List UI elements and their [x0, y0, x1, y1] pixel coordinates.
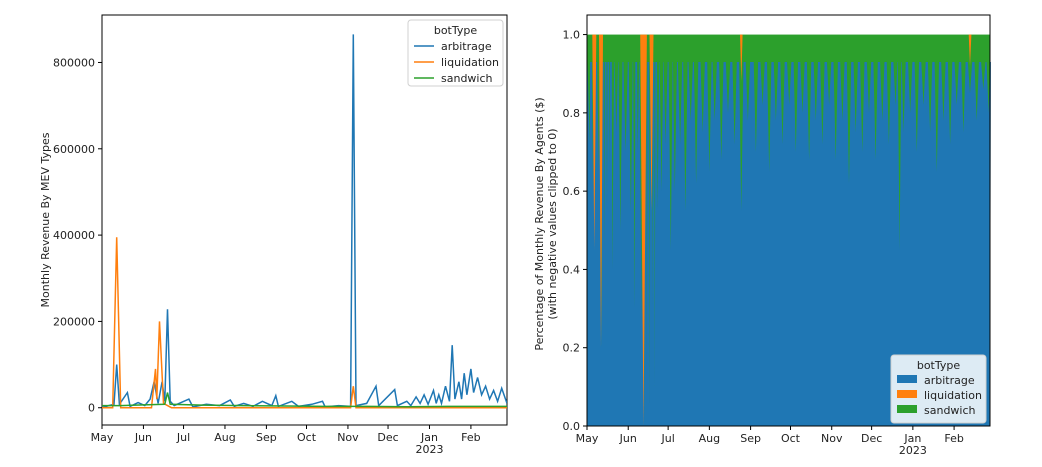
y-tick-label: 600000	[53, 143, 95, 156]
y-tick-label: 800000	[53, 56, 95, 69]
x-tick-label: Jan	[903, 432, 921, 445]
stacked-area-chart: 0.0 0.2 0.4 0.6 0.8 1.0 May Jun Jul Aug Sep Oct Nov D…	[533, 14, 991, 457]
legend-label-liquidation: liquidation	[924, 389, 982, 402]
x-tick-label: Oct	[297, 431, 317, 444]
area-liquidation-spike	[592, 34, 597, 250]
legend-label-sandwich: sandwich	[441, 72, 493, 85]
y-tick-label: 200000	[53, 315, 95, 328]
x-tick-label: Jun	[134, 431, 152, 444]
x-tick-label: Aug	[214, 431, 235, 444]
legend-title: botType	[434, 24, 478, 37]
x-tick-label: Jul	[660, 432, 674, 445]
x-tick-label: Oct	[781, 432, 801, 445]
y-axis-label-sub: (with negative values clipped to 0)	[546, 128, 559, 319]
legend-title: botType	[917, 359, 961, 372]
area-liquidation-spike	[968, 34, 972, 66]
y-tick-label: 0.0	[563, 420, 581, 433]
y-tick-label: 0.2	[563, 342, 581, 355]
x-tick-label: Jun	[619, 432, 637, 445]
x-tick-label: May	[91, 431, 114, 444]
x-tick-label: Aug	[699, 432, 720, 445]
x-tick-label: Sep	[256, 431, 277, 444]
line-chart: 0 200000 400000 600000 800000 May Jun Jul Aug Sep…	[39, 14, 508, 456]
area-liquidation-spike	[599, 34, 603, 348]
y-tick-label: 0.6	[563, 185, 581, 198]
plot-frame	[101, 14, 508, 426]
legend-label-sandwich: sandwich	[924, 404, 976, 417]
area-liquidation-spike	[640, 34, 647, 426]
legend-swatch-liquidation	[897, 390, 917, 398]
legend-swatch-arbitrage	[897, 375, 917, 383]
x-tick-label: May	[576, 432, 599, 445]
x-tick-label: Jul	[176, 431, 190, 444]
x-tick-label: Dec	[377, 431, 398, 444]
y-tick-label: 0.8	[563, 107, 581, 120]
area-liquidation-spike	[649, 34, 654, 211]
legend-label-arbitrage: arbitrage	[924, 374, 975, 387]
series-line-sandwich	[102, 392, 507, 408]
y-axis-label: Monthly Revenue By MEV Types	[39, 132, 52, 307]
legend-box	[407, 19, 504, 87]
x-tick-label: Feb	[944, 432, 963, 445]
x-tick-label: Feb	[461, 431, 480, 444]
x-year-label: 2023	[899, 444, 927, 457]
x-tick-label: Nov	[337, 431, 359, 444]
area-arbitrage	[587, 62, 991, 426]
plot-frame	[586, 14, 991, 427]
x-tick-label: Jan	[420, 431, 438, 444]
y-tick-label: 400000	[53, 229, 95, 242]
area-liquidation-spike	[740, 34, 743, 82]
y-tick-label: 0	[88, 402, 95, 415]
y-tick-label: 1.0	[563, 29, 581, 42]
x-tick-label: Sep	[740, 432, 761, 445]
y-axis-label: Percentage of Monthly Revenue By Agents …	[533, 97, 546, 350]
x-year-label: 2023	[415, 443, 443, 456]
legend-swatch-sandwich	[897, 405, 917, 413]
legend-label-arbitrage: arbitrage	[441, 40, 492, 53]
legend-label-liquidation: liquidation	[441, 56, 499, 69]
y-tick-label: 0.4	[563, 263, 581, 276]
x-tick-label: Nov	[821, 432, 843, 445]
x-tick-label: Dec	[861, 432, 882, 445]
series-line-liquidation	[102, 237, 507, 409]
